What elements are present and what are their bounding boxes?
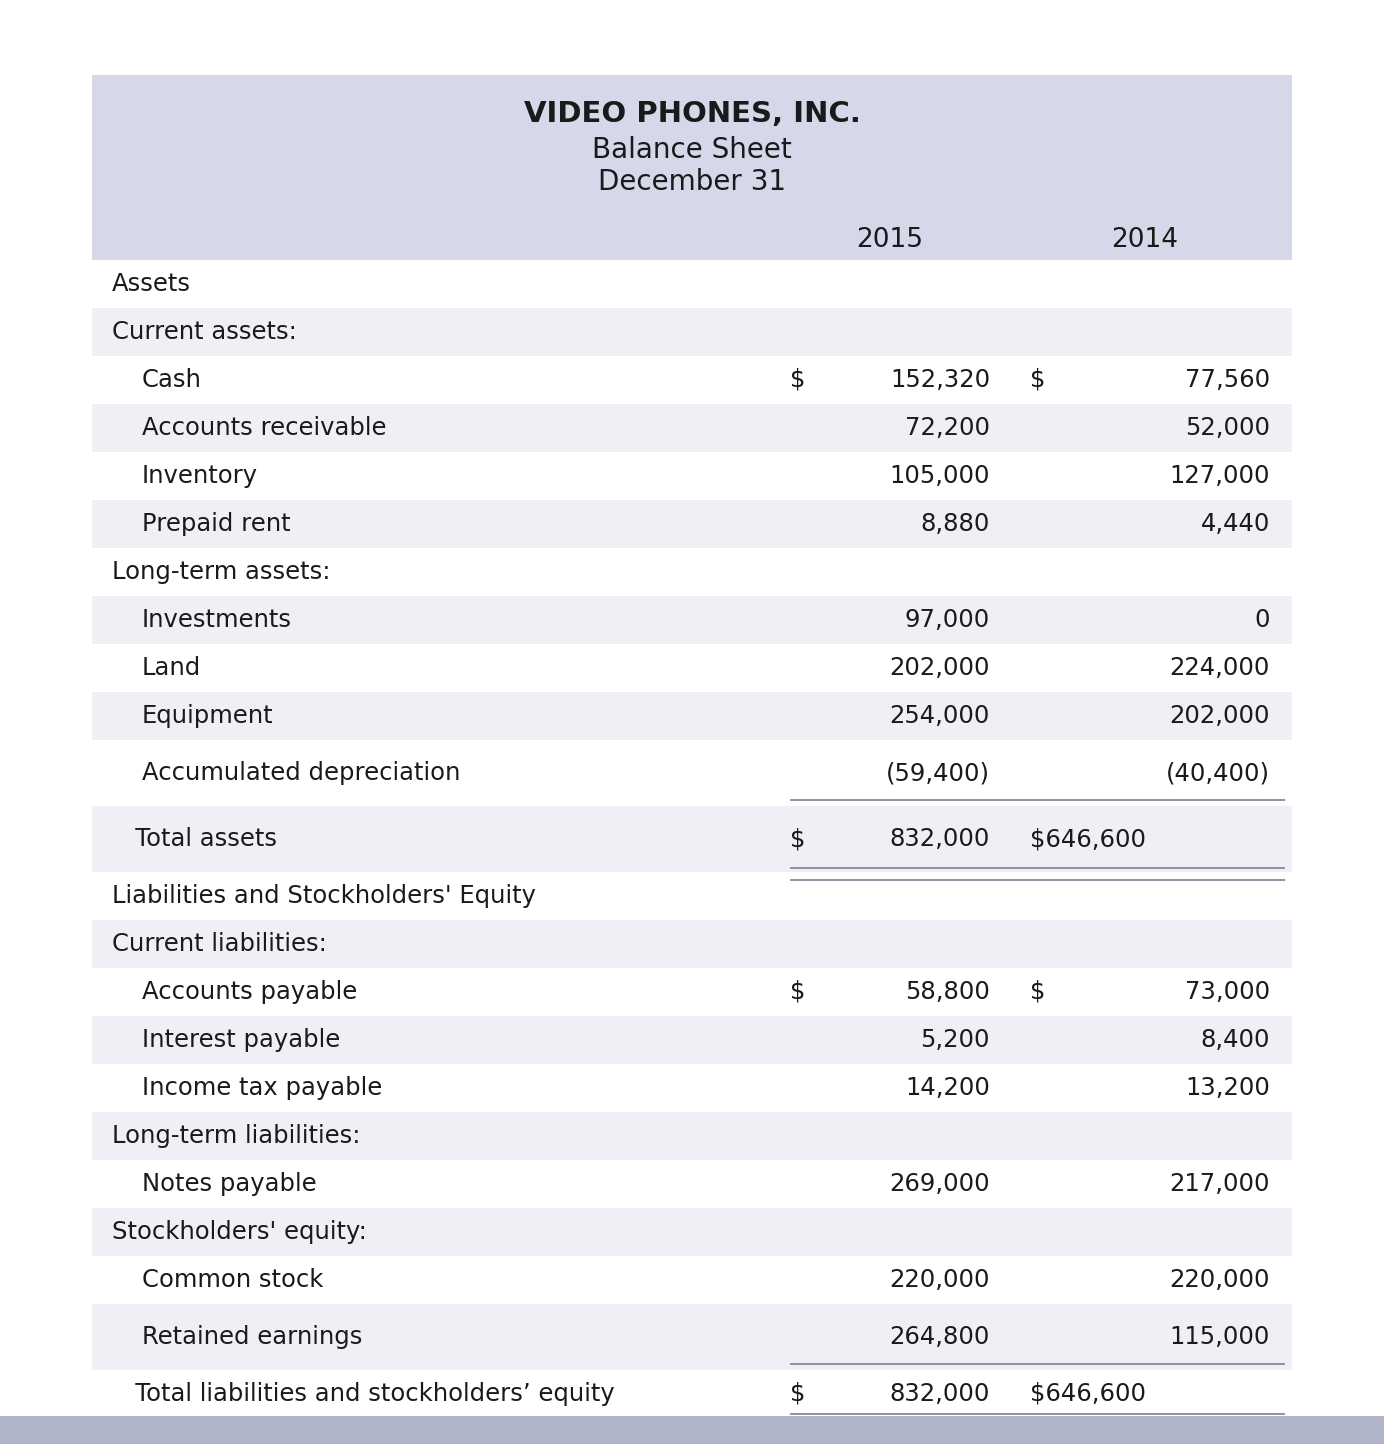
Text: Investments: Investments (143, 608, 292, 632)
Text: 13,200: 13,200 (1185, 1076, 1271, 1100)
Bar (91, 692, 1293, 739)
Text: Long-term assets:: Long-term assets: (112, 560, 331, 583)
Text: 202,000: 202,000 (1169, 705, 1271, 728)
Text: $: $ (790, 827, 805, 851)
Text: Land: Land (143, 656, 201, 680)
Text: 127,000: 127,000 (1169, 464, 1271, 488)
Text: 8,400: 8,400 (1200, 1028, 1271, 1053)
Text: 115,000: 115,000 (1169, 1326, 1271, 1349)
Text: $: $ (790, 368, 805, 391)
Bar (91, 549, 1293, 596)
Bar (91, 404, 1293, 452)
Text: 220,000: 220,000 (890, 1268, 990, 1292)
Text: (59,400): (59,400) (886, 761, 990, 786)
Text: (40,400): (40,400) (1165, 761, 1271, 786)
Text: 202,000: 202,000 (890, 656, 990, 680)
Text: 2015: 2015 (857, 227, 923, 253)
Text: Accumulated depreciation: Accumulated depreciation (143, 761, 461, 786)
Text: 0: 0 (1254, 608, 1271, 632)
Text: 77,560: 77,560 (1185, 368, 1271, 391)
Text: 220,000: 220,000 (1169, 1268, 1271, 1292)
Text: Total liabilities and stockholders’ equity: Total liabilities and stockholders’ equi… (112, 1382, 614, 1406)
Text: VIDEO PHONES, INC.: VIDEO PHONES, INC. (523, 100, 861, 129)
Text: Total assets: Total assets (112, 827, 277, 851)
Text: 52,000: 52,000 (1185, 416, 1271, 440)
Bar (0, 1417, 1384, 1444)
Bar (91, 1256, 1293, 1304)
Bar (91, 1160, 1293, 1209)
Text: Long-term liabilities:: Long-term liabilities: (112, 1123, 360, 1148)
Bar (91, 739, 1293, 806)
Text: Inventory: Inventory (143, 464, 259, 488)
Text: 97,000: 97,000 (905, 608, 990, 632)
Bar (91, 260, 1293, 308)
Text: $646,600: $646,600 (1030, 1382, 1146, 1406)
Text: Accounts payable: Accounts payable (143, 980, 357, 1004)
Text: 73,000: 73,000 (1185, 980, 1271, 1004)
Bar (91, 872, 1293, 920)
Bar (91, 806, 1293, 872)
Text: Income tax payable: Income tax payable (143, 1076, 382, 1100)
Text: 269,000: 269,000 (890, 1173, 990, 1196)
Text: 832,000: 832,000 (890, 1382, 990, 1406)
Text: Current assets:: Current assets: (112, 321, 298, 344)
Bar (91, 644, 1293, 692)
Text: 105,000: 105,000 (890, 464, 990, 488)
Text: 72,200: 72,200 (905, 416, 990, 440)
Text: Cash: Cash (143, 368, 202, 391)
Bar (91, 79, 1293, 1393)
Text: 2014: 2014 (1111, 227, 1179, 253)
Bar (91, 500, 1293, 549)
Text: Current liabilities:: Current liabilities: (112, 931, 327, 956)
Text: Stockholders' equity:: Stockholders' equity: (112, 1220, 367, 1243)
Text: 152,320: 152,320 (890, 368, 990, 391)
Text: $: $ (790, 1382, 805, 1406)
Text: Notes payable: Notes payable (143, 1173, 317, 1196)
Text: $: $ (1030, 980, 1045, 1004)
Bar (91, 596, 1293, 644)
Text: 5,200: 5,200 (920, 1028, 990, 1053)
Text: Accounts receivable: Accounts receivable (143, 416, 386, 440)
Bar (91, 1112, 1293, 1160)
Bar (91, 75, 1293, 260)
Text: Assets: Assets (112, 271, 191, 296)
Text: Retained earnings: Retained earnings (143, 1326, 363, 1349)
Text: Interest payable: Interest payable (143, 1028, 340, 1053)
Text: Liabilities and Stockholders' Equity: Liabilities and Stockholders' Equity (112, 884, 536, 908)
Text: Prepaid rent: Prepaid rent (143, 513, 291, 536)
Bar (91, 1209, 1293, 1256)
Text: December 31: December 31 (598, 168, 786, 196)
Bar (91, 1064, 1293, 1112)
Text: 4,440: 4,440 (1201, 513, 1271, 536)
Text: 224,000: 224,000 (1169, 656, 1271, 680)
Text: 8,880: 8,880 (920, 513, 990, 536)
Text: 14,200: 14,200 (905, 1076, 990, 1100)
Text: 264,800: 264,800 (890, 1326, 990, 1349)
Bar (91, 920, 1293, 967)
Bar (91, 452, 1293, 500)
Text: Balance Sheet: Balance Sheet (592, 136, 792, 165)
Bar (91, 967, 1293, 1017)
Text: 58,800: 58,800 (905, 980, 990, 1004)
Text: 832,000: 832,000 (890, 827, 990, 851)
Bar (91, 308, 1293, 357)
Text: Common stock: Common stock (143, 1268, 324, 1292)
Text: 254,000: 254,000 (890, 705, 990, 728)
Text: $: $ (790, 980, 805, 1004)
Text: $646,600: $646,600 (1030, 827, 1146, 851)
Text: $: $ (1030, 368, 1045, 391)
Text: Equipment: Equipment (143, 705, 274, 728)
Bar (91, 1017, 1293, 1064)
Text: 217,000: 217,000 (1169, 1173, 1271, 1196)
Bar (91, 1370, 1293, 1418)
Bar (91, 1304, 1293, 1370)
Bar (91, 357, 1293, 404)
